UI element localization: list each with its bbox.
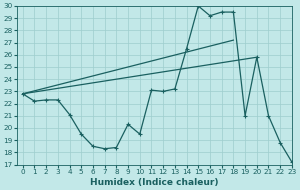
X-axis label: Humidex (Indice chaleur): Humidex (Indice chaleur) bbox=[90, 177, 219, 187]
